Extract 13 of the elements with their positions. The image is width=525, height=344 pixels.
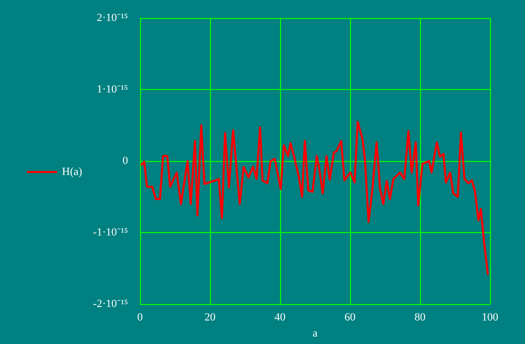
x-tick-label: 20 <box>204 312 216 324</box>
x-tick-label: 80 <box>414 312 426 324</box>
y-tick-label: 1·10⁻¹⁵ <box>96 84 128 96</box>
x-tick-label: 60 <box>344 312 356 324</box>
y-tick-label: 2·10⁻¹⁵ <box>96 12 128 24</box>
y-tick-label: 0 <box>122 155 128 168</box>
x-tick-label: 100 <box>482 312 499 324</box>
y-tick-label: -2·10⁻¹⁵ <box>93 298 128 310</box>
x-tick-label: 40 <box>274 312 286 324</box>
x-axis-title: a <box>312 328 318 340</box>
y-tick-label: -1·10⁻¹⁵ <box>93 226 128 239</box>
x-tick-label: 0 <box>137 312 144 324</box>
legend-label: H(a) <box>62 166 82 178</box>
